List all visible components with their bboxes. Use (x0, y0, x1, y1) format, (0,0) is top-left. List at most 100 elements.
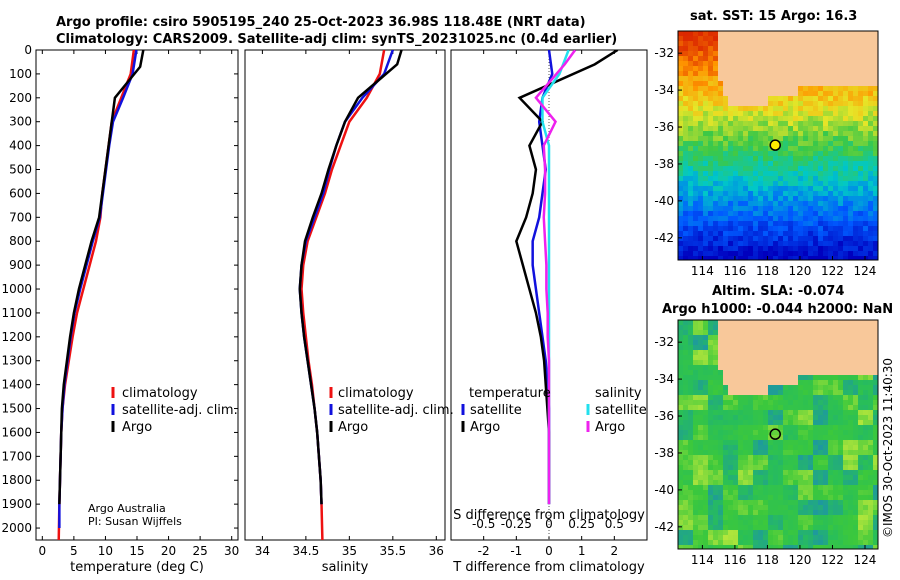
map-cell (698, 500, 704, 506)
map-cell (768, 325, 774, 331)
map-cell (863, 151, 869, 157)
map-cell (793, 221, 799, 227)
map-cell (793, 111, 799, 117)
map-cell (863, 420, 869, 426)
map-cell (828, 121, 834, 127)
map-cell (698, 415, 704, 421)
map-cell (703, 510, 709, 516)
map-cell (873, 460, 878, 466)
map-cell (868, 405, 874, 411)
map-cell (723, 495, 729, 501)
map-cell (753, 206, 759, 212)
map-cell (843, 495, 849, 501)
map-cell (698, 161, 704, 167)
map-cell (868, 350, 874, 356)
map-cell (838, 540, 844, 546)
map-y-tick-label: -34 (654, 83, 674, 97)
map-cell (763, 405, 769, 411)
map-cell (813, 71, 819, 77)
map-cell (833, 345, 839, 351)
map-cell (843, 530, 849, 536)
map-cell (863, 455, 869, 461)
map-cell (703, 330, 709, 336)
map-cell (808, 525, 814, 531)
map-cell (853, 445, 859, 451)
map-cell (688, 370, 694, 376)
map-cell (728, 390, 734, 396)
map-cell (818, 330, 824, 336)
map-cell (748, 410, 754, 416)
map-cell (828, 41, 834, 47)
map-cell (833, 256, 839, 260)
map-cell (823, 121, 829, 127)
map-cell (748, 385, 754, 391)
map-cell (708, 485, 714, 491)
map-cell (718, 380, 724, 386)
map-cell (863, 156, 869, 162)
map-cell (683, 161, 689, 167)
map-cell (768, 71, 774, 77)
map-cell (733, 201, 739, 207)
map-cell (748, 425, 754, 431)
map-cell (753, 106, 759, 112)
map-cell (838, 126, 844, 132)
map-cell (713, 246, 719, 252)
map-cell (718, 430, 724, 436)
map-cell (853, 221, 859, 227)
map-cell (723, 520, 729, 526)
map-cell (873, 520, 878, 526)
map-cell (808, 485, 814, 491)
map-cell (758, 515, 764, 521)
map-cell (798, 161, 804, 167)
map-cell (723, 106, 729, 112)
map-cell (778, 36, 784, 42)
map-cell (743, 410, 749, 416)
map-cell (753, 465, 759, 471)
map-cell (778, 450, 784, 456)
map-cell (783, 445, 789, 451)
map-cell (833, 390, 839, 396)
y-tick-label: 1000 (1, 282, 32, 296)
map-cell (808, 181, 814, 187)
map-cell (798, 231, 804, 237)
map-cell (708, 181, 714, 187)
map-cell (873, 116, 878, 122)
map-cell (748, 370, 754, 376)
map-cell (688, 36, 694, 42)
map-cell (728, 126, 734, 132)
map-cell (708, 440, 714, 446)
map-cell (748, 61, 754, 67)
map-cell (803, 51, 809, 57)
map-cell (858, 370, 864, 376)
map-cell (818, 370, 824, 376)
map-cell (743, 166, 749, 172)
map-cell (718, 475, 724, 481)
map-cell (758, 241, 764, 247)
map-x-tick-label: 124 (854, 264, 877, 278)
map-cell (738, 545, 744, 549)
map-cell (713, 171, 719, 177)
map-cell (733, 455, 739, 461)
map-cell (703, 91, 709, 97)
map-cell (713, 425, 719, 431)
map-cell (733, 335, 739, 341)
map-cell (793, 71, 799, 77)
map-cell (868, 191, 874, 197)
map-cell (698, 360, 704, 366)
map-cell (763, 246, 769, 252)
map-cell (783, 196, 789, 202)
map-cell (838, 505, 844, 511)
map-cell (688, 360, 694, 366)
map-cell (868, 71, 874, 77)
map-cell (843, 226, 849, 232)
map-cell (808, 36, 814, 42)
map-cell (873, 131, 878, 137)
map-cell (703, 480, 709, 486)
map-cell (768, 545, 774, 549)
map-cell (873, 91, 878, 97)
map-cell (808, 350, 814, 356)
map-cell (793, 465, 799, 471)
map-cell (703, 335, 709, 341)
map-cell (718, 490, 724, 496)
map-cell (753, 236, 759, 242)
